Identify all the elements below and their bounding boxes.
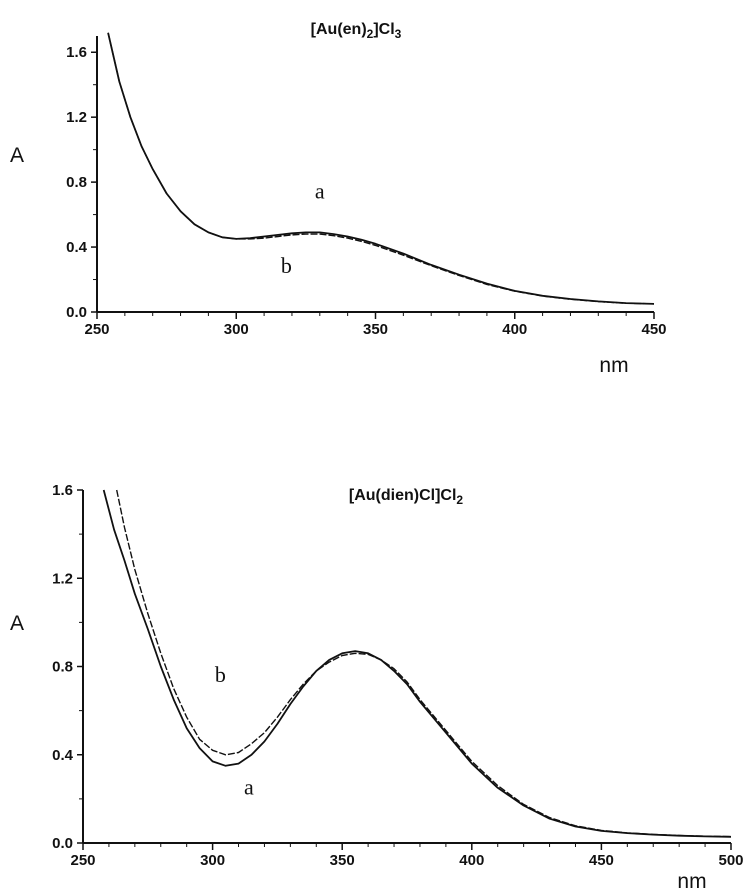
chart-top-x-tick-label: 400: [502, 321, 527, 338]
chart-bottom-y-tick-label: 1.6: [52, 482, 73, 499]
chart-top-annotations: ab: [281, 178, 325, 278]
chart-top-curve-label-b: b: [281, 253, 292, 278]
chart-top-series: [107, 32, 655, 305]
chart-top-y-tick-label: 1.2: [66, 109, 87, 126]
chart-bottom-series: [102, 489, 732, 838]
chart-top-y-tick-label: 1.6: [66, 44, 87, 61]
chart-bottom-curve-label-b: b: [215, 662, 226, 687]
chart-top-y-tick-label: 0.0: [66, 304, 87, 321]
chart-bottom-x-tick-label: 350: [330, 852, 355, 869]
chart-bottom-curve-label-a: a: [244, 774, 254, 799]
chart-bottom-y-tick-label: 1.2: [52, 570, 73, 587]
chart-top-axes: 250 300 350 400 450 0.0 0.4 0.8 1.2 1.6: [66, 36, 667, 338]
chart-bottom-title: [Au(dien)Cl]Cl2: [349, 487, 464, 507]
chart-bottom-y-tick-label: 0.4: [52, 747, 74, 764]
chart-bottom-xlabel: nm: [677, 870, 706, 893]
chart-bottom-axes: 250 300 350 400 450 500 0.0 0.4 0.8 1.2 1.6: [52, 482, 743, 869]
chart-top-x-tick-label: 450: [641, 321, 666, 338]
chart-top-y-tick-label: 0.4: [66, 239, 88, 256]
chart-bottom-y-tick-label: 0.8: [52, 659, 73, 676]
chart-top-x-tick-label: 350: [363, 321, 388, 338]
chart-bottom: [Au(dien)Cl]Cl2 A nm 250 300 350 400 450 500 0…: [10, 482, 744, 893]
chart-top-x-tick-label: 300: [224, 321, 249, 338]
chart-bottom-y-tick-label: 0.0: [52, 835, 73, 852]
chart-top-curve-label-a: a: [315, 178, 325, 203]
chart-bottom-x-tick-label: 450: [589, 852, 614, 869]
chart-bottom-series-b-line: [116, 489, 732, 838]
chart-top-series-a-line: [107, 32, 655, 305]
chart-bottom-x-tick-label: 400: [459, 852, 484, 869]
chart-top-x-tick-label: 250: [84, 321, 109, 338]
chart-bottom-ylabel: A: [10, 612, 24, 635]
chart-top-title: [Au(en)2]Cl3: [311, 21, 402, 41]
chart-top-xlabel: nm: [599, 354, 628, 377]
chart-top-y-tick-label: 0.8: [66, 174, 87, 191]
chart-top-ylabel: A: [10, 144, 24, 167]
chart-top-series-b-line: [107, 32, 655, 305]
chart-bottom-series-a-line: [102, 489, 732, 838]
chart-bottom-x-tick-label: 250: [70, 852, 95, 869]
chart-bottom-x-tick-label: 500: [718, 852, 743, 869]
chart-bottom-annotations: ba: [215, 662, 254, 800]
chart-bottom-x-tick-label: 300: [200, 852, 225, 869]
chart-top: [Au(en)2]Cl3 A nm 250 300 350 400 450 0.0 0.4 0…: [10, 21, 667, 377]
